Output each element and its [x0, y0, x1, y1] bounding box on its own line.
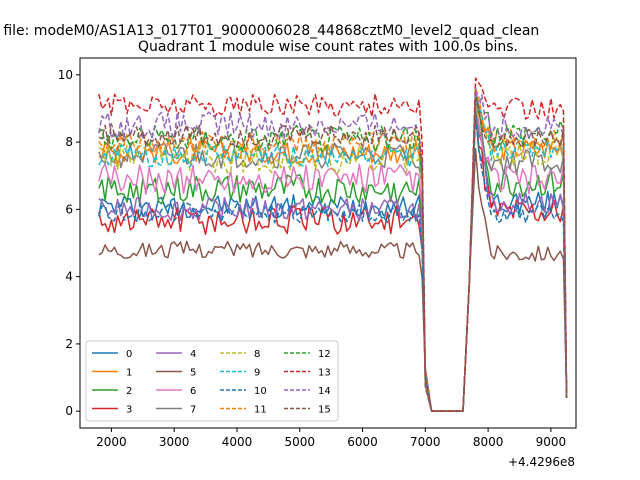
x-tick-label: 2000: [96, 435, 127, 449]
legend-label-7: 7: [190, 405, 196, 416]
legend-label-3: 3: [126, 405, 132, 416]
legend-label-14: 14: [318, 386, 331, 397]
series-line-13: [98, 77, 568, 412]
y-tick-label: 8: [65, 135, 73, 149]
x-tick-label: 5000: [284, 435, 315, 449]
x-tick-label: 8000: [473, 435, 504, 449]
chart-title: Quadrant 1 module wise count rates with …: [138, 39, 518, 55]
series-line-6: [98, 100, 568, 412]
series-line-0: [98, 107, 568, 412]
y-tick-label: 6: [65, 202, 73, 216]
legend-box: [85, 340, 339, 422]
x-tick-label: 9000: [536, 435, 567, 449]
legend-label-10: 10: [254, 386, 267, 397]
legend-label-9: 9: [254, 368, 260, 379]
legend-label-15: 15: [318, 405, 331, 416]
y-tick-label: 4: [65, 270, 73, 284]
x-tick-label: 6000: [347, 435, 378, 449]
x-tick-label: 3000: [159, 435, 190, 449]
x-offset-label: +4.4296e8: [508, 455, 575, 469]
x-tick-label: 4000: [222, 435, 253, 449]
series-line-9: [98, 100, 568, 412]
y-tick-label: 0: [65, 404, 73, 418]
legend-label-1: 1: [126, 368, 132, 379]
series-line-14: [98, 87, 568, 412]
legend-label-13: 13: [318, 368, 331, 379]
legend-label-6: 6: [190, 386, 196, 397]
axes-frame: [79, 57, 577, 429]
legend-label-8: 8: [254, 349, 260, 360]
legend-label-2: 2: [126, 386, 132, 397]
x-tick-label: 7000: [410, 435, 441, 449]
series-line-15: [98, 97, 568, 412]
y-tick-label: 10: [58, 68, 73, 82]
legend-label-12: 12: [318, 349, 331, 360]
series-line-5: [98, 148, 568, 412]
series-line-10: [98, 114, 568, 412]
series-line-8: [98, 100, 568, 412]
figure-suptitle: n file: modeM0/AS1A13_017T01_9000006028_…: [0, 23, 539, 39]
series-line-3: [98, 107, 568, 412]
legend-label-5: 5: [190, 368, 196, 379]
series-layer: [98, 77, 568, 412]
y-tick-label: 2: [65, 337, 73, 351]
legend-label-4: 4: [190, 349, 196, 360]
series-line-2: [98, 87, 568, 412]
legend-label-0: 0: [126, 349, 132, 360]
series-line-11: [98, 87, 568, 412]
legend-label-11: 11: [254, 405, 267, 416]
